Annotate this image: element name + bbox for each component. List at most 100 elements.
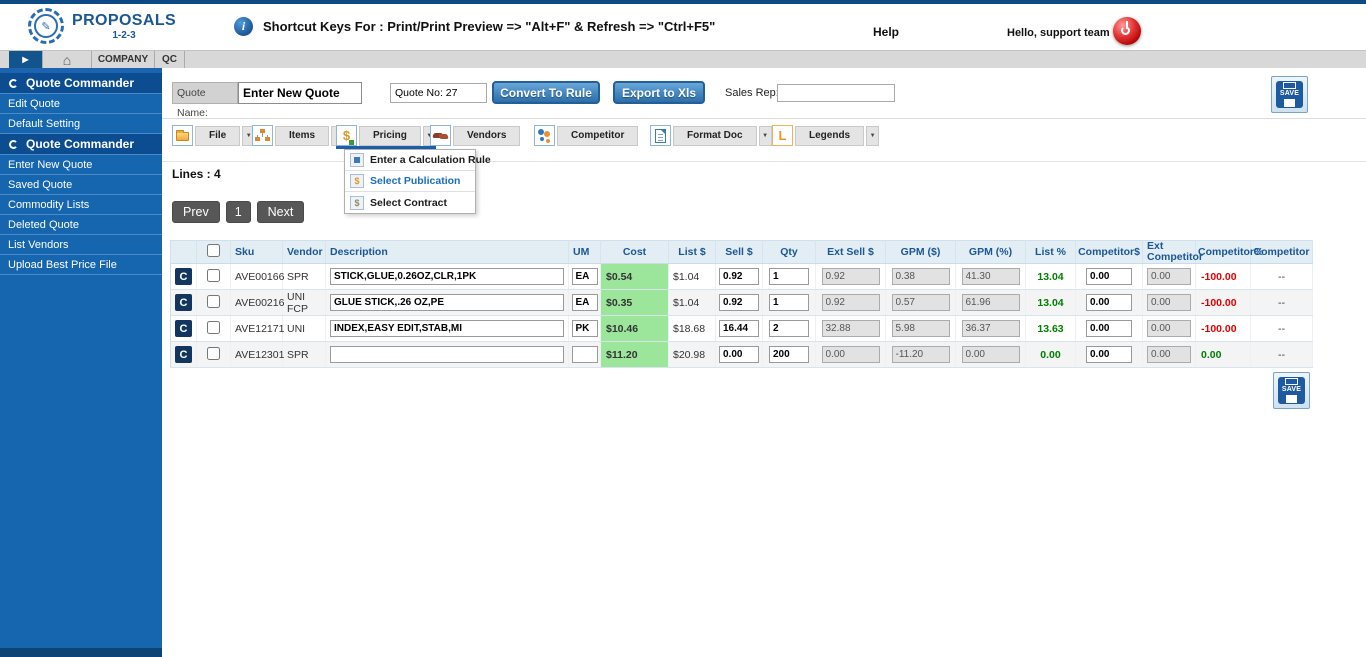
um-input[interactable] — [572, 294, 598, 311]
select-all-checkbox[interactable] — [207, 244, 220, 257]
competitor-dollar-input[interactable] — [1086, 320, 1132, 337]
row-c-badge[interactable]: C — [175, 268, 192, 285]
qty-input[interactable] — [769, 294, 809, 311]
logo-subtitle: 1-2-3 — [112, 30, 135, 41]
competitor-dollar-input[interactable] — [1086, 294, 1132, 311]
app-logo[interactable]: PROPOSALS 1-2-3 — [28, 8, 176, 44]
competitor-dollar-input — [1076, 316, 1143, 342]
document-icon[interactable] — [650, 125, 671, 146]
column-header — [171, 241, 197, 264]
sidebar-item-commodity-lists[interactable]: Commodity Lists — [0, 195, 162, 215]
row-checkbox[interactable] — [207, 321, 220, 334]
handshake-icon[interactable] — [430, 125, 451, 146]
help-link[interactable]: Help — [873, 25, 899, 39]
cost-cell: $0.35 — [601, 290, 669, 316]
page-number-button[interactable]: 1 — [226, 201, 251, 223]
sidebar-item-deleted-quote[interactable]: Deleted Quote — [0, 215, 162, 235]
menu-pricing-label[interactable]: Pricing — [359, 126, 421, 146]
description-input[interactable] — [330, 268, 564, 285]
prev-page-button[interactable]: Prev — [172, 201, 220, 223]
description-input[interactable] — [330, 320, 564, 337]
chevron-down-icon[interactable] — [759, 126, 772, 146]
competitor-pct-cell: 0.00 — [1196, 342, 1251, 368]
crescent-icon — [9, 140, 18, 149]
row-c-badge[interactable]: C — [175, 294, 192, 311]
tab-home[interactable] — [43, 51, 92, 68]
qty-input[interactable] — [769, 320, 809, 337]
sidebar-item-enter-new-quote[interactable]: Enter New Quote — [0, 155, 162, 175]
sidebar-item-upload-best-price-file[interactable]: Upload Best Price File — [0, 255, 162, 275]
menu-legends-label[interactable]: Legends — [795, 126, 864, 146]
menu-format-doc-label[interactable]: Format Doc — [673, 126, 757, 146]
sidebar-item-list-vendors[interactable]: List Vendors — [0, 235, 162, 255]
sell-input[interactable] — [719, 320, 759, 337]
row-checkbox — [197, 290, 231, 316]
row-checkbox[interactable] — [207, 269, 220, 282]
sidebar-item-default-setting[interactable]: Default Setting — [0, 114, 162, 134]
menu-item-select-contract[interactable]: Select Contract — [345, 192, 475, 213]
people-icon[interactable] — [534, 125, 555, 146]
menu-item-enter-calculation-rule[interactable]: Enter a Calculation Rule — [345, 150, 475, 171]
gpm-dollar-field — [892, 268, 950, 285]
logout-power-button[interactable] — [1113, 17, 1141, 45]
menu-file-label[interactable]: File — [195, 126, 240, 146]
ext-sell-field — [822, 346, 880, 363]
sell-input[interactable] — [719, 294, 759, 311]
menu-vendors: Vendors — [430, 125, 520, 146]
menu-vendors-label[interactable]: Vendors — [453, 126, 520, 146]
sidebar-section-header[interactable]: Quote Commander — [0, 73, 162, 94]
tab-expand-arrow[interactable] — [9, 51, 43, 68]
competitor-pct-cell: -100.00 — [1196, 264, 1251, 290]
column-header: Competitor% — [1196, 241, 1251, 264]
convert-to-rule-button[interactable]: Convert To Rule — [492, 81, 600, 104]
um-input[interactable] — [572, 346, 598, 363]
competitor-dollar-input[interactable] — [1086, 268, 1132, 285]
column-header: Competitor — [1251, 241, 1313, 264]
sales-rep-input[interactable] — [777, 84, 895, 102]
sell-input[interactable] — [719, 346, 759, 363]
qty-input — [763, 342, 816, 368]
folder-icon[interactable] — [172, 125, 193, 146]
sidebar-section-header[interactable]: Quote Commander — [0, 134, 162, 155]
menu-items-label[interactable]: Items — [275, 126, 329, 146]
ext-competitor-field — [1147, 268, 1191, 285]
pricing-dollar-icon[interactable] — [336, 125, 357, 146]
tab-qc[interactable]: QC — [155, 51, 185, 68]
qty-input[interactable] — [769, 268, 809, 285]
description-input[interactable] — [330, 346, 564, 363]
export-to-xls-button[interactable]: Export to Xls — [613, 81, 705, 104]
list-price-cell: $1.04 — [669, 290, 716, 316]
quote-no-input[interactable] — [390, 83, 487, 103]
menu-item-select-publication[interactable]: Select Publication — [345, 171, 475, 192]
chevron-down-icon[interactable] — [866, 126, 879, 146]
sidebar-item-saved-quote[interactable]: Saved Quote — [0, 175, 162, 195]
table-row: CAVE12171UNI$10.46$18.6813.63-100.00-- — [171, 316, 1313, 342]
ext-competitor-field — [1143, 290, 1196, 316]
ext-competitor-field — [1147, 320, 1191, 337]
ext-sell-field — [822, 268, 880, 285]
gpm-dollar-field — [886, 290, 956, 316]
items-hierarchy-icon[interactable] — [252, 125, 273, 146]
next-page-button[interactable]: Next — [257, 201, 305, 223]
column-header: Description — [326, 241, 569, 264]
row-c-badge[interactable]: C — [175, 320, 192, 337]
save-button-bottom[interactable]: SAVE — [1273, 372, 1310, 409]
save-button-top[interactable]: SAVE — [1271, 76, 1308, 113]
sell-input[interactable] — [719, 268, 759, 285]
description-input[interactable] — [330, 294, 564, 311]
quote-name-input[interactable] — [238, 82, 362, 104]
menu-competitor-label[interactable]: Competitor — [557, 126, 638, 146]
qty-input[interactable] — [769, 346, 809, 363]
row-checkbox[interactable] — [207, 295, 220, 308]
row-checkbox[interactable] — [207, 347, 220, 360]
divider — [162, 161, 1366, 162]
tab-company[interactable]: COMPANY — [92, 51, 155, 68]
competitor-dollar-input[interactable] — [1086, 346, 1132, 363]
um-input[interactable] — [572, 268, 598, 285]
ext-sell-field — [816, 342, 886, 368]
sidebar-item-edit-quote[interactable]: Edit Quote — [0, 94, 162, 114]
shortcut-keys-text: Shortcut Keys For : Print/Print Preview … — [263, 19, 715, 34]
row-c-badge[interactable]: C — [175, 346, 192, 363]
um-input[interactable] — [572, 320, 598, 337]
legends-icon[interactable] — [772, 125, 793, 146]
